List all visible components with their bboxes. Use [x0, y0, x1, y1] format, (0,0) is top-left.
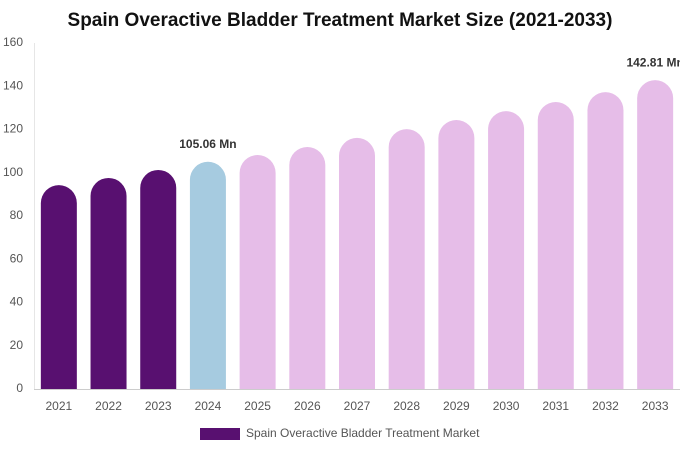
bar — [537, 102, 574, 389]
y-tick-label: 120 — [3, 122, 23, 136]
bar — [388, 129, 425, 389]
legend-label: Spain Overactive Bladder Treatment Marke… — [246, 426, 480, 440]
y-tick-label: 160 — [3, 35, 23, 49]
x-tick-label: 2022 — [95, 399, 122, 413]
x-tick-label: 2026 — [294, 399, 321, 413]
bar — [90, 177, 127, 389]
x-tick-label: 2027 — [344, 399, 371, 413]
chart-title: Spain Overactive Bladder Treatment Marke… — [68, 10, 613, 31]
y-tick-label: 40 — [10, 295, 24, 309]
bar — [289, 147, 326, 389]
y-tick-label: 140 — [3, 78, 23, 92]
y-tick-label: 100 — [3, 165, 23, 179]
y-tick-label: 60 — [10, 251, 24, 265]
x-tick-label: 2028 — [393, 399, 420, 413]
x-tick-label: 2023 — [145, 399, 172, 413]
x-tick-label: 2030 — [493, 399, 520, 413]
x-tick-label: 2021 — [45, 399, 72, 413]
bar — [140, 169, 177, 389]
bar — [339, 137, 375, 389]
bar — [40, 185, 77, 389]
x-tick-label: 2032 — [592, 399, 619, 413]
x-tick-label: 2033 — [642, 399, 669, 413]
y-tick-label: 0 — [16, 381, 23, 395]
x-tick-label: 2025 — [244, 399, 271, 413]
bar — [438, 119, 475, 390]
data-label: 142.81 Mn — [626, 55, 680, 69]
bar — [587, 92, 624, 390]
bar — [239, 155, 276, 389]
bar — [189, 161, 226, 389]
y-tick-label: 20 — [10, 338, 24, 352]
x-tick-label: 2031 — [542, 399, 569, 413]
data-label: 105.06 Mn — [179, 137, 236, 151]
bar — [488, 111, 525, 389]
x-tick-label: 2024 — [195, 399, 222, 413]
y-tick-label: 80 — [10, 208, 24, 222]
legend-swatch — [200, 428, 240, 440]
x-tick-label: 2029 — [443, 399, 470, 413]
bar — [637, 80, 674, 389]
